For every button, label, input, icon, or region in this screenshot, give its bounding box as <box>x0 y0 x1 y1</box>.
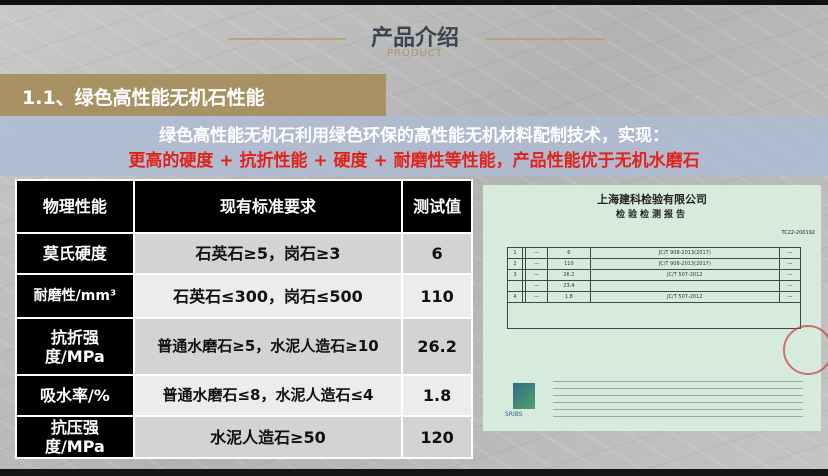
standard-cell: 石英石≥5，岗石≥3 <box>132 232 404 275</box>
cert-cell <box>507 280 523 292</box>
cert-cell <box>589 280 780 292</box>
cert-cell: 110 <box>546 258 591 270</box>
sribs-logo-text: SRIBS <box>505 411 523 418</box>
intro-band <box>0 116 828 176</box>
header-standard: 现有标准要求 <box>132 179 404 234</box>
section-title: 1.1、绿色高性能无机石性能 <box>22 87 265 109</box>
property-cell: 抗压强度/MPa <box>15 415 135 459</box>
property-cell: 抗折强度/MPa <box>15 317 135 376</box>
title-divider-right <box>485 38 605 40</box>
property-cell: 吸水率/% <box>15 374 135 417</box>
top-bar <box>0 0 828 5</box>
value-cell: 26.2 <box>401 317 473 376</box>
sribs-logo-icon <box>513 383 535 409</box>
standard-cell: 普通水磨石≥5，水泥人造石≥10 <box>132 317 404 376</box>
table-row: 莫氏硬度 石英石≥5，岗石≥3 6 <box>15 232 473 275</box>
page-subtitle: PRODUCT <box>387 48 443 59</box>
page-title: 产品介绍 <box>370 26 459 51</box>
table-row: 抗折强度/MPa 普通水磨石≥5，水泥人造石≥10 26.2 <box>15 317 473 376</box>
table-header: 物理性能 现有标准要求 测试值 <box>15 179 473 234</box>
cert-cell: JC/T 908-2013(2017) <box>589 258 780 270</box>
cert-cell: JC/T 507-2012 <box>589 269 780 281</box>
cert-table: 1—6 JC/T 908-2013(2017) — 2—110 JC/T 908-20… <box>507 247 802 329</box>
performance-table: 物理性能 现有标准要求 测试值 莫氏硬度 石英石≥5，岗石≥3 6 耐磨性/mm… <box>15 179 473 459</box>
bottom-bar <box>0 469 828 476</box>
value-cell: 6 <box>401 232 473 275</box>
standard-cell: 普通水磨石≤8，水泥人造石≤4 <box>132 374 404 417</box>
cert-cell: JC/T 507-2012 <box>589 291 780 303</box>
red-seal <box>783 325 828 375</box>
cert-cell: 2 <box>507 258 523 270</box>
cert-cell: JC/T 908-2013(2017) <box>589 247 780 259</box>
cert-report-no: TC22-200192 <box>781 230 815 236</box>
table-row: 吸水率/% 普通水磨石≤8，水泥人造石≤4 1.8 <box>15 374 473 417</box>
cert-cell: 3 <box>507 269 523 281</box>
title-divider-left <box>228 38 346 40</box>
cert-cell: 6 <box>546 247 591 259</box>
cert-cell: 26.2 <box>546 269 591 281</box>
test-report-image: 上海建科检验有限公司 检验检测报告 TC22-200192 1—6 JC/T 90… <box>483 185 828 431</box>
value-cell: 1.8 <box>401 374 473 417</box>
cert-company: 上海建科检验有限公司 <box>597 193 707 206</box>
property-cell: 耐磨性/mm³ <box>15 273 135 319</box>
property-cell: 莫氏硬度 <box>15 232 135 275</box>
table-row: 抗压强度/MPa 水泥人造石≥50 120 <box>15 415 473 459</box>
cert-title: 检验检测报告 <box>615 210 688 220</box>
section-banner: 1.1、绿色高性能无机石性能 <box>0 74 386 116</box>
cert-footer-notes <box>553 381 803 421</box>
table-row: 耐磨性/mm³ 石英石≤300，岗石≤500 110 <box>15 273 473 319</box>
cert-cell: 1.8 <box>546 291 591 303</box>
value-cell: 110 <box>401 273 473 319</box>
standard-cell: 石英石≤300，岗石≤500 <box>132 273 404 319</box>
intro-line-2: 更高的硬度 + 抗折性能 + 硬度 + 耐磨性等性能，产品性能优于无机水磨石 <box>128 151 700 171</box>
standard-cell: 水泥人造石≥50 <box>132 415 404 459</box>
intro-line-1: 绿色高性能无机石利用绿色环保的高性能无机材料配制技术，实现： <box>159 126 669 146</box>
value-cell: 120 <box>401 415 473 459</box>
header-property: 物理性能 <box>15 179 135 234</box>
cert-cell: 4 <box>507 291 523 303</box>
cert-cell: 1 <box>507 247 523 259</box>
header-value: 测试值 <box>401 179 473 234</box>
cert-cell: 23.4 <box>546 280 591 292</box>
